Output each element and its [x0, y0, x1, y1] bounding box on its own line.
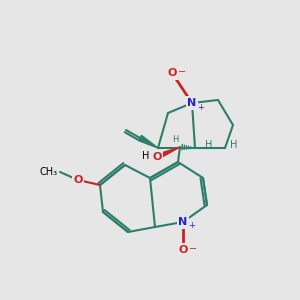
Polygon shape — [156, 147, 180, 159]
Text: +: + — [197, 103, 204, 112]
Polygon shape — [139, 135, 158, 148]
Text: +: + — [188, 221, 195, 230]
Text: H: H — [230, 140, 237, 150]
Text: O: O — [167, 68, 177, 78]
Text: H: H — [172, 134, 178, 143]
Text: N: N — [178, 217, 188, 227]
Text: −: − — [178, 67, 186, 77]
Text: N: N — [188, 98, 196, 108]
Text: −: − — [189, 244, 197, 254]
Text: O: O — [73, 175, 83, 185]
Text: O: O — [178, 245, 188, 255]
Text: CH₃: CH₃ — [40, 167, 58, 177]
Text: H: H — [142, 151, 149, 161]
Text: O: O — [152, 152, 162, 162]
Text: H: H — [205, 140, 212, 150]
